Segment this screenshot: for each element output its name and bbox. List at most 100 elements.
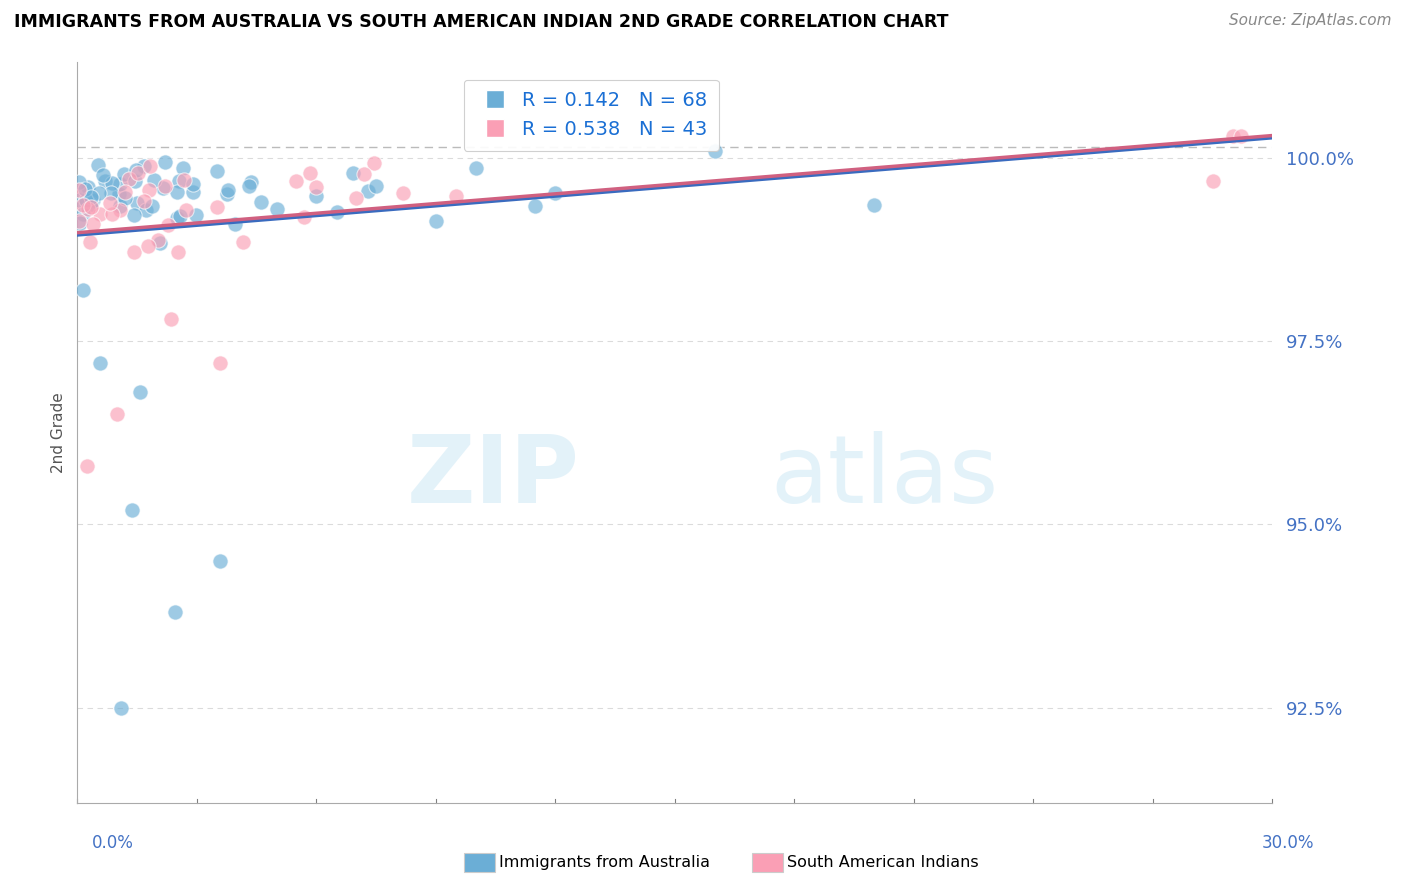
- Point: [112, 167, 135, 181]
- Point: [1222, 128, 1244, 143]
- Y-axis label: 2nd Grade: 2nd Grade: [51, 392, 66, 473]
- Point: [122, 244, 145, 259]
- Point: [108, 202, 131, 217]
- Point: [67, 175, 90, 189]
- Point: [166, 211, 188, 225]
- Point: [89, 356, 111, 370]
- Point: [121, 502, 143, 516]
- Point: [67, 193, 90, 207]
- Point: [305, 188, 328, 202]
- Point: [215, 187, 238, 202]
- Point: [73, 182, 96, 196]
- Point: [305, 179, 328, 194]
- Point: [135, 203, 157, 218]
- Point: [209, 356, 232, 370]
- Point: [124, 174, 146, 188]
- Text: South American Indians: South American Indians: [787, 855, 979, 870]
- Point: [326, 205, 349, 219]
- Point: [863, 198, 886, 212]
- Point: [464, 161, 486, 176]
- Point: [141, 199, 163, 213]
- Point: [117, 172, 139, 186]
- Point: [80, 200, 103, 214]
- Point: [344, 191, 367, 205]
- Point: [87, 186, 110, 200]
- Point: [129, 385, 152, 400]
- Point: [205, 164, 228, 178]
- Point: [79, 197, 101, 211]
- Point: [101, 207, 124, 221]
- Point: [169, 210, 191, 224]
- Legend: R = 0.142   N = 68, R = 0.538   N = 43: R = 0.142 N = 68, R = 0.538 N = 43: [464, 79, 718, 151]
- Point: [544, 186, 567, 200]
- Point: [703, 145, 725, 159]
- Text: Source: ZipAtlas.com: Source: ZipAtlas.com: [1229, 13, 1392, 29]
- Point: [67, 183, 90, 197]
- Point: [176, 202, 198, 217]
- Point: [363, 156, 385, 170]
- Point: [138, 183, 160, 197]
- Point: [134, 159, 156, 173]
- Point: [76, 202, 98, 217]
- Point: [82, 218, 104, 232]
- Text: 30.0%: 30.0%: [1263, 834, 1315, 852]
- Point: [186, 209, 208, 223]
- Point: [1202, 173, 1225, 187]
- Point: [181, 177, 204, 191]
- Point: [172, 161, 194, 175]
- Point: [155, 154, 177, 169]
- Point: [89, 207, 111, 221]
- Text: ZIP: ZIP: [406, 431, 579, 523]
- Point: [127, 196, 149, 211]
- Point: [152, 181, 174, 195]
- Point: [353, 167, 375, 181]
- Point: [110, 199, 132, 213]
- Point: [1229, 128, 1251, 143]
- Point: [79, 235, 101, 249]
- Point: [167, 245, 190, 260]
- Point: [76, 193, 98, 207]
- Point: [239, 176, 262, 190]
- Point: [392, 186, 415, 200]
- Point: [110, 700, 132, 714]
- Point: [72, 207, 94, 221]
- Point: [425, 214, 447, 228]
- Point: [98, 195, 121, 210]
- Point: [153, 178, 176, 193]
- Point: [122, 208, 145, 222]
- Point: [76, 458, 98, 473]
- Point: [132, 194, 155, 209]
- Point: [125, 163, 148, 178]
- Point: [94, 174, 117, 188]
- Point: [166, 185, 188, 199]
- Point: [91, 168, 114, 182]
- Point: [266, 202, 288, 216]
- Point: [165, 605, 187, 619]
- Point: [183, 185, 205, 199]
- Point: [299, 166, 322, 180]
- Point: [285, 173, 308, 187]
- Point: [148, 233, 170, 247]
- Point: [72, 198, 94, 212]
- Point: [342, 166, 364, 180]
- Point: [69, 216, 91, 230]
- Point: [357, 184, 380, 198]
- Point: [217, 183, 239, 197]
- Point: [100, 186, 122, 200]
- Point: [249, 195, 271, 210]
- Point: [72, 283, 94, 297]
- Text: IMMIGRANTS FROM AUSTRALIA VS SOUTH AMERICAN INDIAN 2ND GRADE CORRELATION CHART: IMMIGRANTS FROM AUSTRALIA VS SOUTH AMERI…: [14, 13, 949, 31]
- Point: [127, 166, 149, 180]
- Point: [366, 178, 388, 193]
- Point: [114, 185, 136, 199]
- Text: Immigrants from Australia: Immigrants from Australia: [499, 855, 710, 870]
- Point: [205, 200, 228, 214]
- Point: [173, 173, 195, 187]
- Point: [159, 312, 181, 326]
- Point: [209, 554, 232, 568]
- Point: [238, 179, 260, 194]
- Point: [149, 235, 172, 250]
- Text: atlas: atlas: [770, 431, 998, 523]
- Point: [101, 176, 124, 190]
- Point: [79, 190, 101, 204]
